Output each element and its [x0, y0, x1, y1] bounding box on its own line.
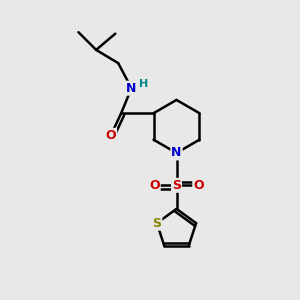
- Text: N: N: [171, 146, 182, 159]
- Text: O: O: [106, 129, 116, 142]
- Text: O: O: [193, 179, 204, 192]
- Text: H: H: [139, 79, 148, 89]
- Text: O: O: [149, 179, 160, 192]
- Text: S: S: [152, 217, 161, 230]
- Text: N: N: [126, 82, 137, 95]
- Text: S: S: [172, 179, 181, 192]
